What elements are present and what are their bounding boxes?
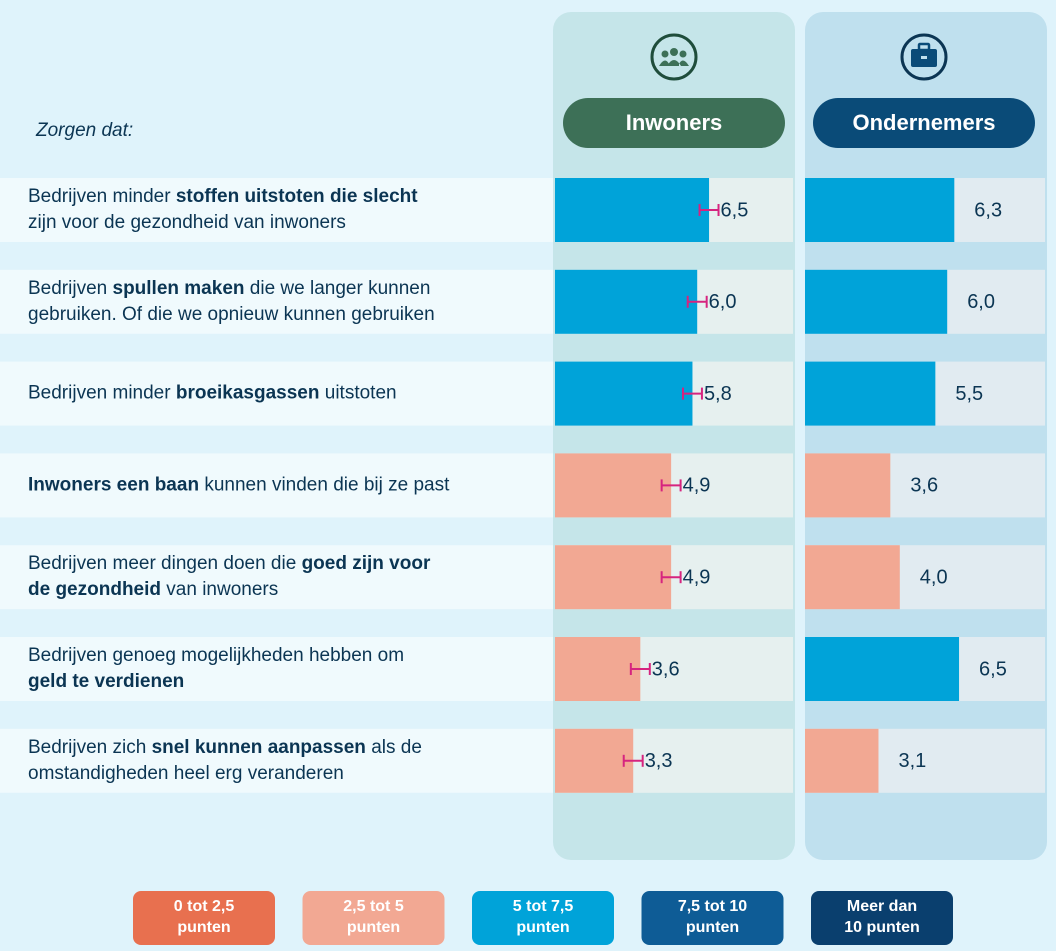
legend-item (811, 891, 953, 945)
row-band (0, 361, 553, 426)
error-bar (629, 663, 651, 675)
label-part: goed zijn voor (302, 553, 431, 574)
intro: Zorgen dat: (35, 120, 133, 141)
label-part: van inwoners (161, 579, 278, 600)
label-part: zijn voor de gezondheid van inwoners (28, 212, 346, 233)
series-pill (563, 98, 785, 148)
bar (805, 545, 900, 610)
row-band (0, 453, 553, 518)
icon-people (650, 33, 698, 81)
legend-label: 0 tot 2,5 (174, 898, 235, 915)
label-part: Bedrijven (28, 278, 113, 299)
error-bar (686, 295, 708, 308)
legend-label: 5 tot 7,5 (513, 898, 574, 915)
label-part: geld te verdienen (28, 671, 184, 692)
legend-item (302, 891, 445, 945)
bar (555, 178, 710, 242)
label-part: Bedrijven genoeg mogelijkheden hebben om (28, 645, 404, 666)
bar (555, 637, 641, 701)
legend-label: punten (177, 919, 230, 936)
legend-item (641, 891, 784, 945)
legend-label: punten (686, 919, 739, 936)
label-part: Inwoners een baan (28, 474, 199, 495)
error-bar (660, 571, 682, 584)
value-label: 3,6 (652, 658, 680, 680)
category-label: de gezondheid van inwoners (28, 579, 278, 600)
value-label: 5,5 (955, 383, 983, 405)
bar (805, 178, 955, 242)
value-label: 4,9 (683, 475, 711, 497)
legend-label: punten (516, 919, 569, 936)
error-bar (698, 204, 720, 216)
category-label: omstandigheden heel erg veranderen (28, 763, 344, 784)
series-name: Inwoners (626, 110, 723, 135)
value-label: 5,8 (704, 383, 732, 405)
label-part: uitstoten (319, 383, 396, 404)
category-label: geld te verdienen (28, 671, 184, 692)
error-bar (681, 387, 703, 400)
label-part: gebruiken. Of die we opnieuw kunnen gebr… (28, 304, 435, 325)
label-part: als de (366, 737, 422, 758)
value-label: 6,5 (979, 658, 1007, 680)
row-band (0, 269, 553, 334)
row-band (0, 728, 553, 793)
label-part: Bedrijven zich (28, 737, 152, 758)
bar (805, 269, 948, 334)
value-label: 6,0 (967, 291, 995, 313)
label-part: broeikasgassen (176, 383, 320, 404)
legend-label: punten (347, 919, 400, 936)
label-part: Bedrijven minder (28, 383, 176, 404)
bar (805, 637, 960, 701)
error-bar (660, 479, 682, 492)
value-label: 6,3 (974, 199, 1002, 221)
category-label: zijn voor de gezondheid van inwoners (28, 212, 346, 233)
bar (555, 269, 698, 334)
category-label: Bedrijven meer dingen doen die goed zijn… (28, 553, 431, 574)
value-label: 4,0 (920, 566, 948, 588)
category-label: Inwoners een baan kunnen vinden die bij … (28, 474, 450, 495)
bar (555, 728, 634, 793)
legend-label: 10 punten (844, 919, 920, 936)
value-label: 6,0 (709, 291, 737, 313)
value-label: 4,9 (683, 566, 711, 588)
bar (555, 453, 672, 518)
legend-item (133, 891, 275, 945)
legend-label: Meer dan (847, 898, 917, 915)
series-name: Ondernemers (852, 110, 995, 135)
value-label: 6,5 (721, 199, 749, 221)
legend-label: 7,5 tot 10 (678, 898, 747, 915)
category-label: Bedrijven genoeg mogelijkheden hebben om (28, 645, 404, 666)
category-label: Bedrijven zich snel kunnen aanpassen als… (28, 737, 422, 758)
row-band (0, 637, 553, 701)
bar (805, 728, 879, 793)
bar (555, 545, 672, 610)
label-part: snel kunnen aanpassen (152, 737, 366, 758)
value-label: 3,3 (645, 750, 673, 772)
series-pill (813, 98, 1035, 148)
label-part: Bedrijven meer dingen doen die (28, 553, 302, 574)
icon-briefcase (900, 33, 948, 81)
bar (555, 361, 693, 426)
label-part: Bedrijven minder (28, 186, 176, 207)
bar (805, 453, 891, 518)
bar (805, 361, 936, 426)
category-label: Bedrijven minder broeikasgassen uitstote… (28, 383, 397, 404)
label-part: stoffen uitstoten die slecht (176, 186, 418, 207)
label-part: kunnen vinden die bij ze past (199, 474, 450, 495)
label-part: omstandigheden heel erg veranderen (28, 763, 344, 784)
value-label: 3,6 (910, 475, 938, 497)
category-label: gebruiken. Of die we opnieuw kunnen gebr… (28, 304, 435, 325)
label-part: spullen maken (113, 278, 245, 299)
row-band (0, 545, 553, 610)
row-band (0, 178, 553, 242)
label-part: die we langer kunnen (245, 278, 431, 299)
value-label: 3,1 (898, 750, 926, 772)
category-label: Bedrijven minder stoffen uitstoten die s… (28, 186, 418, 207)
category-label: Bedrijven spullen maken die we langer ku… (28, 278, 430, 299)
legend-label: 2,5 tot 5 (343, 898, 404, 915)
legend-item (472, 891, 614, 945)
label-part: de gezondheid (28, 579, 161, 600)
error-bar (622, 754, 644, 767)
